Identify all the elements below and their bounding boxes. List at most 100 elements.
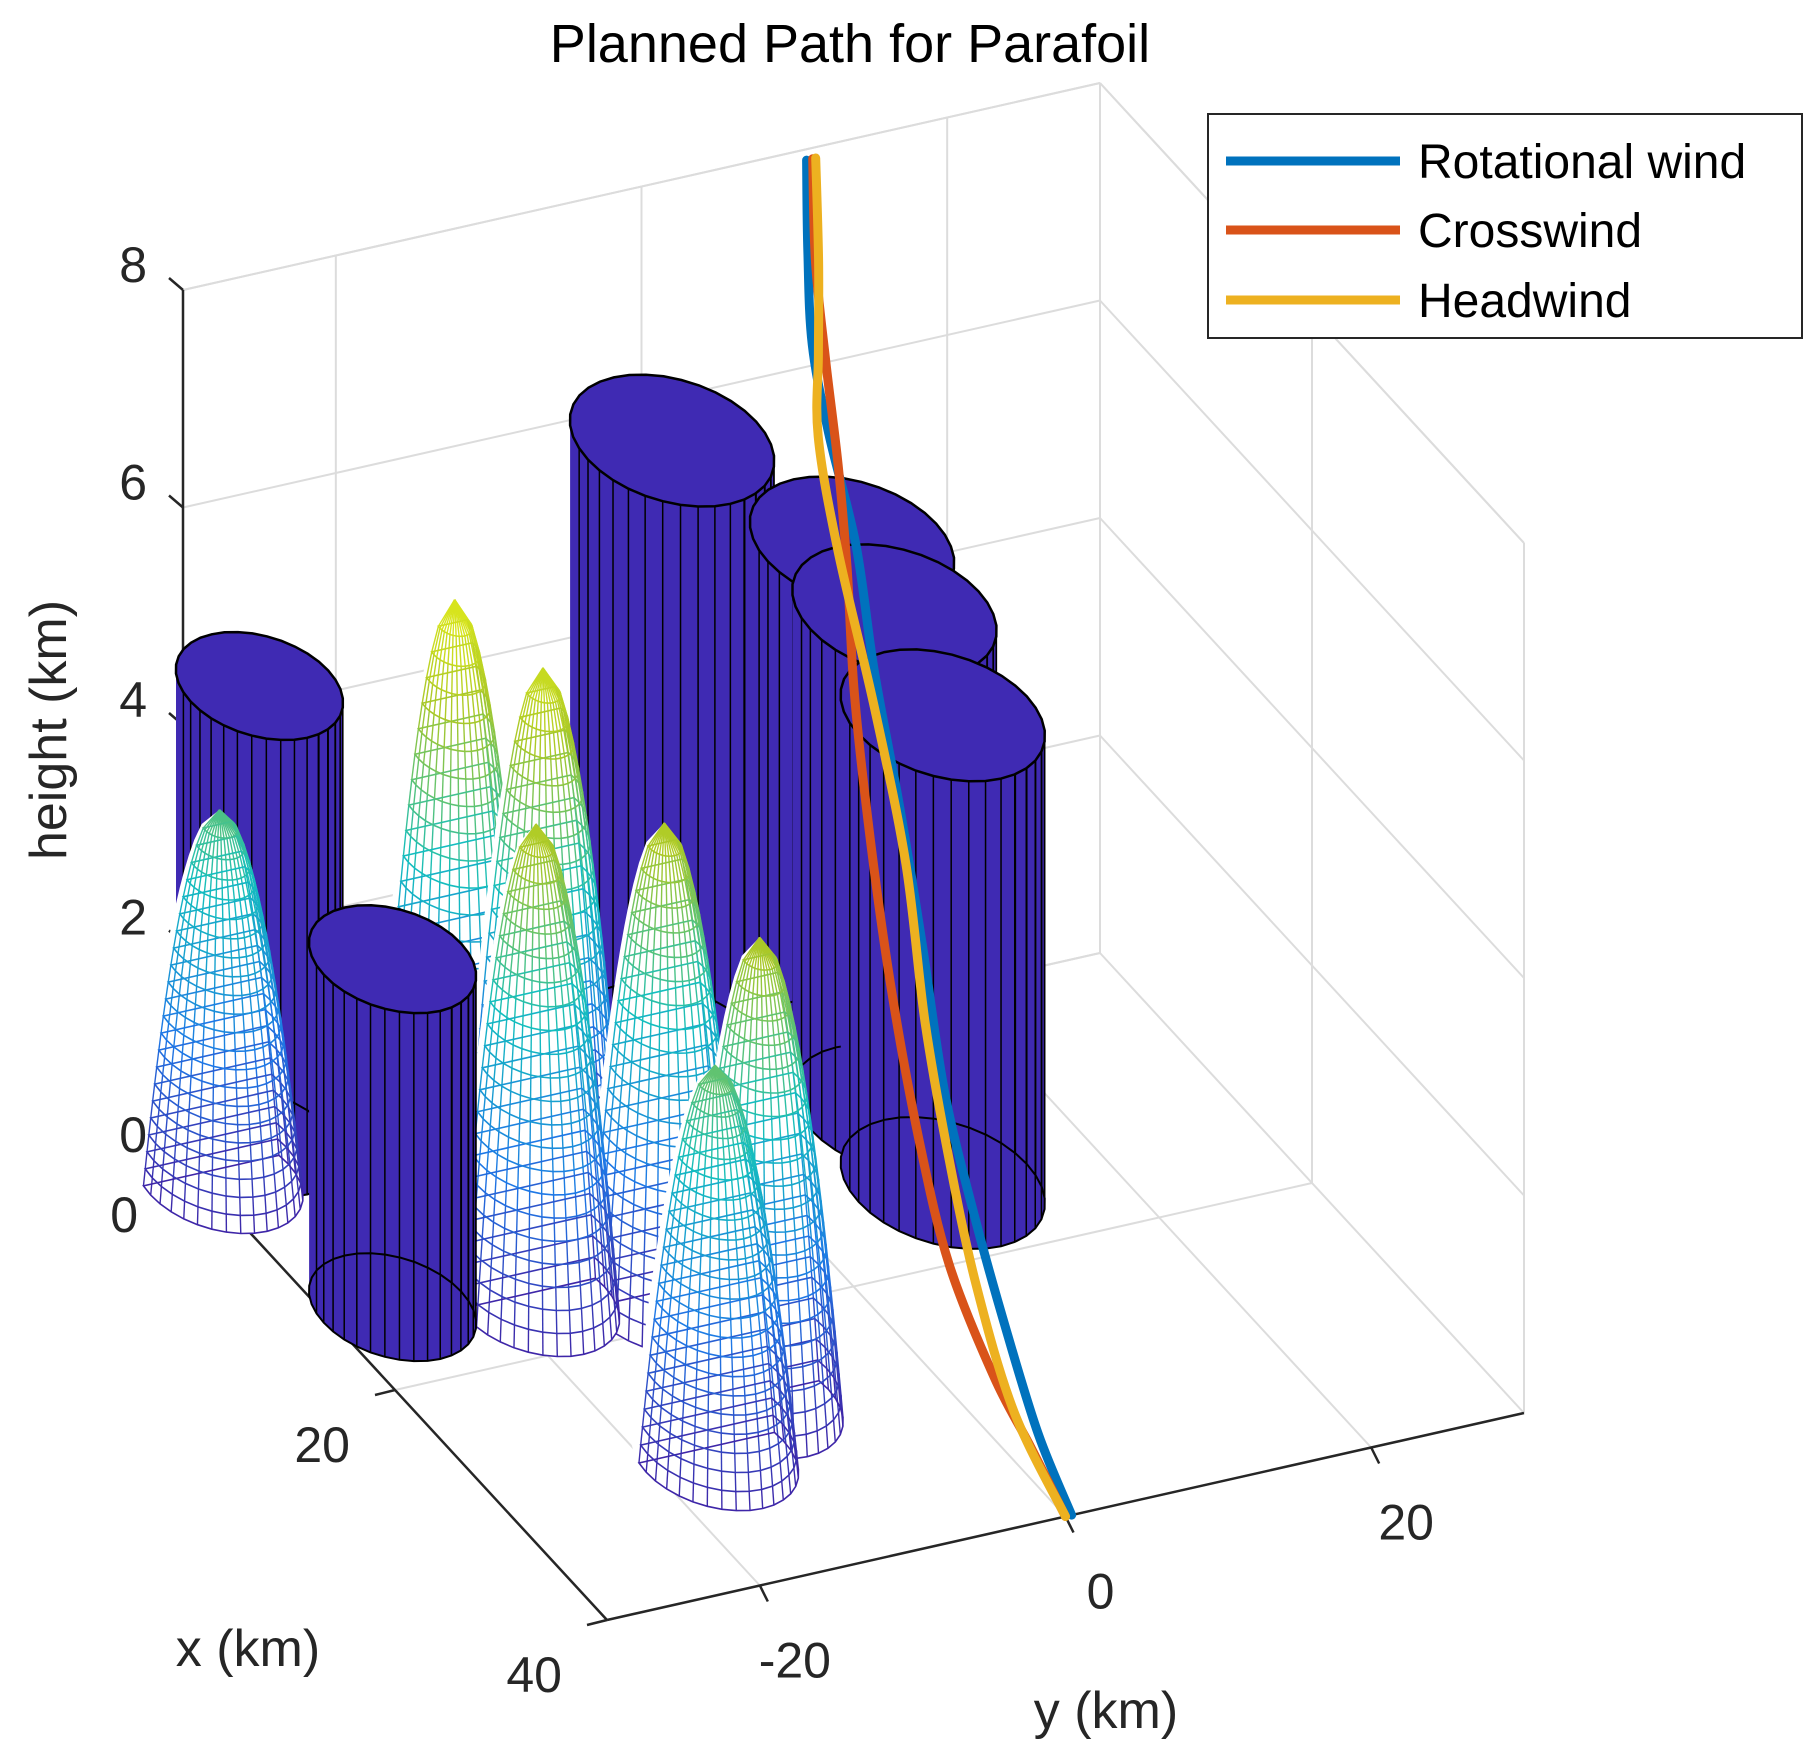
paraboloid-meridian [481, 1215, 485, 1238]
paraboloid-meridian [267, 1025, 271, 1044]
paraboloid-meridian [567, 908, 573, 930]
paraboloid-meridian [481, 981, 486, 1006]
paraboloid-meridian [247, 975, 251, 995]
legend-label-rotational: Rotational wind [1418, 136, 1746, 189]
paraboloid-meridian [495, 935, 501, 959]
paraboloid-meridian [443, 633, 448, 662]
paraboloid-meridian [512, 1021, 516, 1046]
paraboloid-meridian [151, 1084, 156, 1102]
paraboloid-meridian [500, 842, 505, 868]
paraboloid-meridian [525, 905, 529, 931]
paraboloid-meridian [575, 1074, 579, 1098]
paraboloid-meridian [744, 965, 750, 990]
paraboloid-meridian [252, 954, 256, 974]
paraboloid-meridian [160, 1016, 165, 1034]
paraboloid-meridian [623, 934, 629, 957]
paraboloid-meridian [519, 1095, 522, 1119]
paraboloid-meridian [525, 779, 529, 806]
paraboloid-ring [690, 1092, 741, 1118]
paraboloid-meridian [402, 830, 407, 857]
paraboloid-meridian [183, 1017, 187, 1036]
paraboloid-meridian [823, 1258, 827, 1281]
paraboloid-meridian [445, 663, 449, 692]
paraboloid-meridian [158, 1033, 162, 1051]
paraboloid-meridian [796, 1113, 801, 1134]
paraboloid-meridian [189, 865, 195, 884]
paraboloid-meridian [231, 836, 238, 859]
paraboloid-meridian [777, 1443, 781, 1463]
paraboloid-meridian [719, 1046, 725, 1069]
z-tick-mark [168, 277, 184, 291]
paraboloid-meridian [651, 1319, 656, 1338]
paraboloid-meridian [585, 988, 589, 1014]
paraboloid-meridian [671, 1175, 676, 1194]
paraboloid-meridian [178, 1070, 182, 1089]
paraboloid-meridian [592, 984, 597, 1010]
paraboloid-meridian [788, 1323, 792, 1346]
paraboloid-meridian [755, 1198, 760, 1216]
paraboloid-meridian [592, 1327, 596, 1351]
paraboloid-meridian [489, 979, 494, 1002]
paraboloid-meridian [184, 999, 188, 1018]
paraboloid-meridian [721, 1094, 727, 1118]
paraboloid-ring [667, 1192, 767, 1241]
paraboloid-meridian [724, 1116, 729, 1139]
paraboloid-meridian [591, 1003, 595, 1027]
paraboloid-meridian [616, 1124, 620, 1147]
cylinder-side [309, 946, 476, 1320]
paraboloid-meridian [678, 1283, 682, 1303]
legend-label-crosswind: Crosswind [1418, 205, 1642, 258]
paraboloid-meridian [469, 915, 472, 943]
paraboloid-meridian [479, 669, 485, 694]
paraboloid-meridian [187, 905, 192, 924]
z-tick-label: 4 [119, 672, 147, 728]
paraboloid-meridian [564, 904, 570, 926]
paraboloid-meridian [547, 856, 555, 883]
paraboloid-meridian [524, 696, 531, 723]
paraboloid-base-fill [631, 1402, 799, 1511]
paraboloid-meridian [671, 1377, 675, 1397]
paraboloid-meridian [575, 861, 580, 887]
paraboloid-meridian [501, 967, 506, 991]
paraboloid-meridian [411, 754, 416, 780]
paraboloid-meridian [760, 1489, 764, 1509]
paraboloid-meridian [509, 769, 515, 795]
paraboloid-meridian [745, 1414, 748, 1435]
paraboloid-meridian [772, 1386, 776, 1406]
paraboloid-meridian [726, 1028, 731, 1052]
paraboloid-meridian [791, 1036, 797, 1057]
paraboloid-meridian [712, 1014, 717, 1037]
paraboloid-meridian [177, 936, 182, 954]
paraboloid-meridian [804, 1250, 808, 1274]
paraboloid-meridian [683, 931, 688, 957]
paraboloid-meridian [578, 802, 583, 826]
paraboloid-meridian [264, 1195, 267, 1214]
paraboloid-meridian [431, 626, 440, 653]
paraboloid-meridian [424, 794, 429, 821]
paraboloid-meridian [733, 1009, 739, 1033]
paraboloid-meridian [685, 1207, 689, 1228]
paraboloid-ring [166, 960, 277, 1016]
paraboloid-meridian [692, 903, 698, 925]
paraboloid-meridian [758, 937, 768, 971]
paraboloid-meridian [677, 881, 683, 908]
paraboloid-meridian [173, 1029, 177, 1048]
paraboloid-meridian [571, 929, 577, 952]
paraboloid-meridian [411, 868, 416, 895]
paraboloid-meridian [239, 1197, 241, 1216]
paraboloid-meridian [586, 1037, 591, 1059]
paraboloid-meridian [173, 1141, 177, 1160]
paraboloid-meridian [256, 945, 261, 962]
paraboloid-meridian [574, 760, 580, 784]
paraboloid-meridian [825, 1280, 830, 1303]
paraboloid-meridian [770, 1093, 773, 1117]
paraboloid-meridian [190, 845, 198, 863]
paraboloid-meridian [229, 938, 233, 958]
paraboloid-meridian [428, 741, 433, 768]
paraboloid-meridian [414, 728, 420, 755]
paraboloid-meridian [504, 1017, 508, 1041]
paraboloid-meridian [797, 1077, 802, 1099]
paraboloid-meridian [644, 1186, 647, 1210]
paraboloid-ring [655, 1277, 780, 1339]
paraboloid-ring [494, 941, 581, 984]
